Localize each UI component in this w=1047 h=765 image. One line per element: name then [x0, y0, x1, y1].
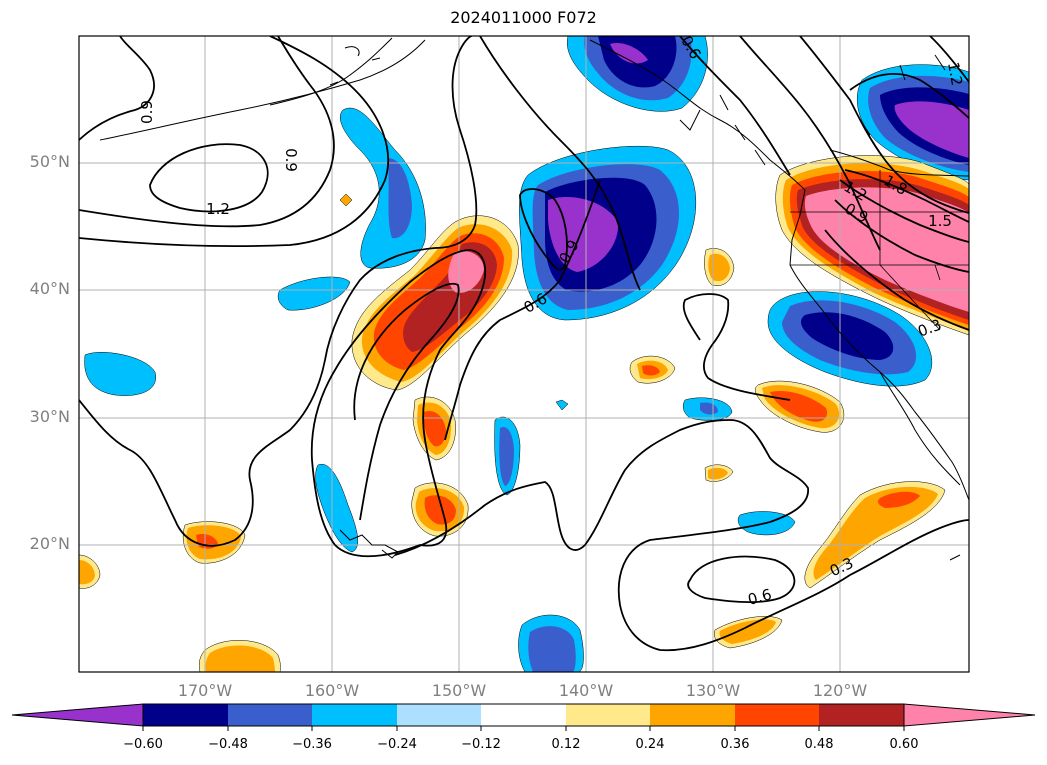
lon-label: 140°W [558, 681, 614, 700]
negative-blob-east [767, 291, 933, 387]
contour-lines [79, 36, 969, 652]
colorbar-tick-label: −0.24 [377, 737, 417, 752]
negative-blob-small [84, 276, 796, 672]
colorbar-tick-label: 0.24 [635, 737, 665, 752]
negative-blob-northwest [339, 107, 426, 269]
colorbar-segment [650, 704, 735, 726]
map-title: 2024011000 F072 [450, 8, 597, 27]
contour-label: 0.9 [138, 100, 156, 124]
lon-label: 170°W [177, 681, 233, 700]
colorbar-tick-label: −0.12 [461, 737, 501, 752]
lon-label: 160°W [304, 681, 360, 700]
lat-label: 40°N [29, 279, 70, 298]
lat-label: 30°N [29, 407, 70, 426]
colorbar-segment [735, 704, 819, 726]
colorbar-segment [312, 704, 397, 726]
colorbar-tick-label: 0.60 [889, 737, 919, 752]
colorbar-tick-label: −0.48 [208, 737, 248, 752]
colorbar-segment [143, 704, 228, 726]
colorbar-segment [566, 704, 650, 726]
contour-label: 0.6 [746, 585, 774, 609]
lon-label: 130°W [685, 681, 741, 700]
colorbar-tick-label: 0.48 [804, 737, 834, 752]
lon-label: 150°W [431, 681, 487, 700]
negative-blob-central [519, 145, 697, 321]
colorbar-extend-right [903, 703, 1036, 727]
contour-label: 1.2 [206, 200, 230, 218]
colorbar-segment [397, 704, 481, 726]
colorbar-segment [228, 704, 312, 726]
map-frame [78, 35, 970, 673]
contour-label: 0.9 [282, 148, 300, 172]
colorbar-tick-label: −0.36 [292, 737, 332, 752]
lat-label: 50°N [29, 152, 70, 171]
colorbar-extend-left [11, 703, 144, 727]
contour-label: 1.5 [928, 212, 952, 230]
positive-blob-central [351, 215, 519, 391]
graticule [79, 36, 969, 672]
colorbar-tick-label: 0.36 [720, 737, 750, 752]
lon-label: 120°W [812, 681, 868, 700]
colorbar [11, 703, 1036, 731]
colorbar-tick-label: 0.12 [551, 737, 581, 752]
colorbar-segment [481, 704, 566, 726]
shaded-anomaly-field [79, 36, 969, 672]
lat-label: 20°N [29, 534, 70, 553]
contour-label: 1.2 [944, 61, 966, 88]
colorbar-segment [819, 704, 904, 726]
state-borders [790, 170, 969, 331]
colorbar-tick-label: −0.60 [123, 737, 163, 752]
negative-blob-top-center [567, 36, 708, 112]
